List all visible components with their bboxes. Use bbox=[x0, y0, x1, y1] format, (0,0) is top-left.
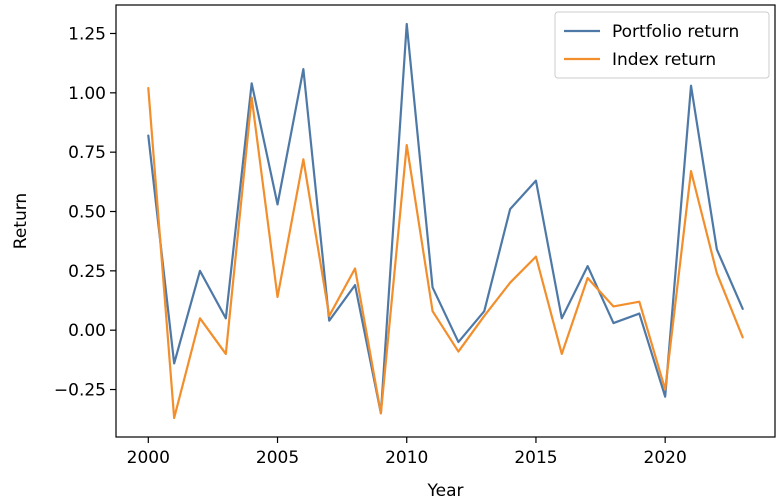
legend-label-portfolio-return: Portfolio return bbox=[612, 22, 739, 42]
x-tick-label: 2020 bbox=[644, 448, 687, 468]
y-tick-label: 0.00 bbox=[68, 321, 106, 341]
series-line-portfolio-return bbox=[147, 22, 744, 415]
x-tick-label: 2010 bbox=[385, 448, 428, 468]
y-tick-label: −0.25 bbox=[54, 381, 106, 401]
x-axis: 2000 2005 2010 2015 2020 bbox=[127, 437, 687, 468]
y-axis: −0.25 0.00 0.25 0.50 0.75 1.00 1.25 bbox=[54, 24, 116, 401]
x-axis-label: Year bbox=[427, 481, 464, 501]
y-tick-label: 1.00 bbox=[68, 84, 106, 104]
legend-box bbox=[554, 11, 770, 79]
legend: Portfolio return Index return bbox=[554, 11, 770, 79]
series-lines bbox=[147, 22, 744, 420]
plot-area-frame bbox=[115, 4, 776, 438]
series-line-index-return bbox=[147, 86, 744, 420]
y-tick-label: 0.75 bbox=[68, 143, 106, 163]
x-tick-label: 2015 bbox=[514, 448, 557, 468]
y-tick-label: 1.25 bbox=[68, 24, 106, 44]
legend-label-index-return: Index return bbox=[612, 50, 716, 70]
x-tick-label: 2005 bbox=[256, 448, 299, 468]
x-tick-label: 2000 bbox=[127, 448, 170, 468]
y-tick-label: 0.50 bbox=[68, 203, 106, 223]
y-axis-label: Return bbox=[11, 193, 31, 249]
y-tick-label: 0.25 bbox=[68, 262, 106, 282]
